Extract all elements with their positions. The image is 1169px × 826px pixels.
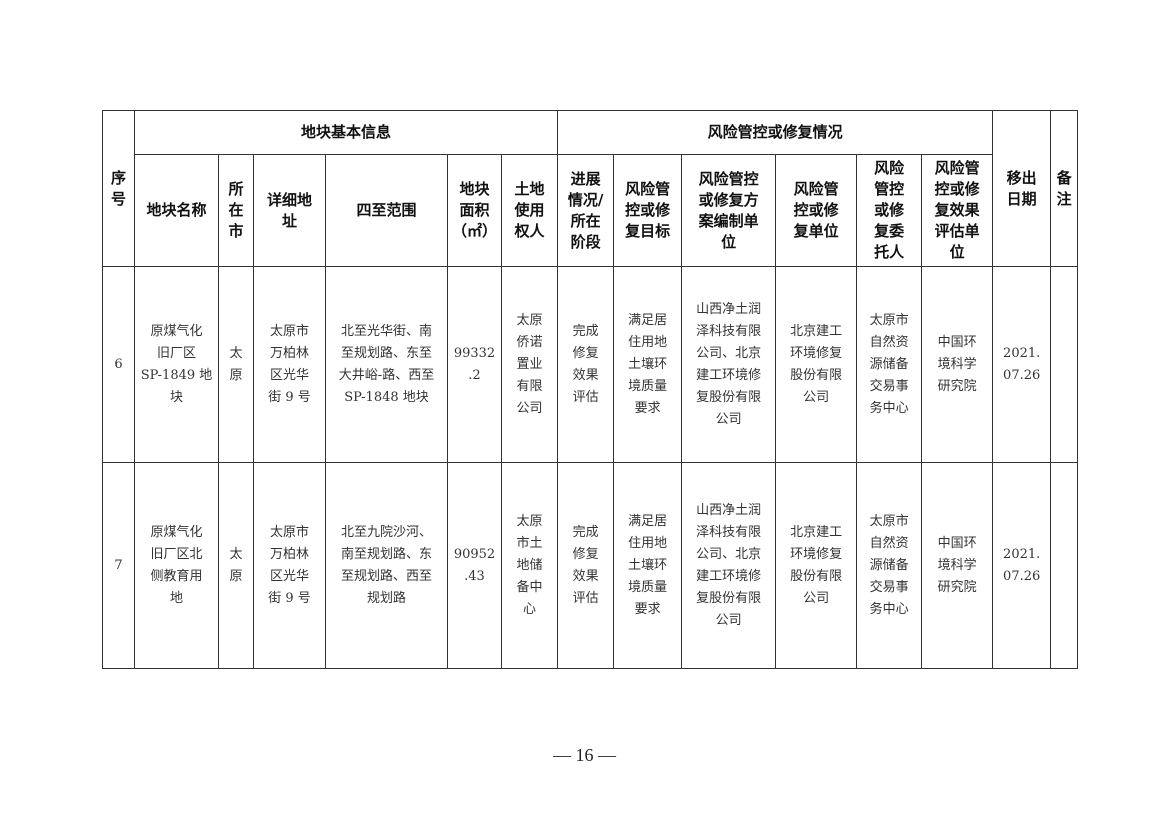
cell-owner: 太原 侨诺 置业 有限 公司	[500, 266, 559, 463]
cell-remarks	[1050, 462, 1079, 669]
cell-target: 满足居 住用地 土壤环 境质量 要求	[613, 462, 683, 669]
cell-client: 太原市 自然资 源储备 交易事 务中心	[856, 266, 923, 463]
cell-owner: 太原 市土 地储 备中 心	[500, 462, 559, 669]
table-row: 7 原煤气化 旧厂区北 侧教育用 地 太 原 太原市 万柏林 区光华 街 9 号…	[102, 462, 1079, 669]
header-progress: 进展 情况/ 所在 阶段	[557, 154, 615, 267]
cell-boundary: 北至光华街、南 至规划路、东至 大井峪-路、西至 SP-1848 地块	[325, 266, 448, 463]
column-header-row: 地块名称 所 在 市 详细地 址 四至范围 地块 面积 （㎡） 土地 使用 权人…	[103, 154, 1078, 267]
header-repair-unit: 风险管 控或修 复单位	[775, 154, 858, 267]
cell-client: 太原市 自然资 源储备 交易事 务中心	[856, 462, 923, 669]
header-plan-unit: 风险管控 或修复方 案编制单 位	[681, 154, 777, 267]
cell-remarks	[1050, 266, 1079, 463]
cell-address: 太原市 万柏林 区光华 街 9 号	[253, 266, 326, 463]
header-boundary: 四至范围	[325, 154, 448, 267]
cell-progress: 完成 修复 效果 评估	[557, 266, 615, 463]
header-remarks: 备 注	[1050, 110, 1079, 267]
cell-name: 原煤气化 旧厂区 SP-1849 地 块	[134, 266, 219, 463]
cell-area: 90952 .43	[447, 462, 502, 669]
cell-target: 满足居 住用地 土壤环 境质量 要求	[613, 266, 683, 463]
cell-seq: 6	[102, 266, 135, 463]
header-eval-unit: 风险管 控或修 复效果 评估单 位	[921, 154, 994, 267]
header-owner: 土地 使用 权人	[500, 154, 559, 267]
cell-progress: 完成 修复 效果 评估	[557, 462, 615, 669]
cell-removal-date: 2021. 07.26	[992, 462, 1052, 669]
contaminated-site-table: 序 号 地块基本信息 风险管控或修复情况 移出 日期 备 注 地块名称 所 在 …	[102, 110, 1079, 669]
cell-seq: 7	[102, 462, 135, 669]
cell-address: 太原市 万柏林 区光华 街 9 号	[253, 462, 326, 669]
cell-eval-unit: 中国环 境科学 研究院	[921, 266, 994, 463]
table-row: 6 原煤气化 旧厂区 SP-1849 地 块 太 原 太原市 万柏林 区光华 街…	[102, 266, 1079, 463]
cell-area: 99332 .2	[447, 266, 502, 463]
header-name: 地块名称	[134, 154, 219, 267]
header-address: 详细地 址	[253, 154, 326, 267]
cell-city: 太 原	[218, 462, 254, 669]
cell-repair-unit: 北京建工 环境修复 股份有限 公司	[775, 462, 858, 669]
header-removal-date: 移出 日期	[992, 110, 1052, 267]
cell-boundary: 北至九院沙河、 南至规划路、东 至规划路、西至 规划路	[325, 462, 448, 669]
header-client: 风险 管控 或修 复委 托人	[856, 154, 923, 267]
header-target: 风险管 控或修 复目标	[613, 154, 683, 267]
cell-name: 原煤气化 旧厂区北 侧教育用 地	[134, 462, 219, 669]
cell-plan-unit: 山西净土润 泽科技有限 公司、北京 建工环境修 复股份有限 公司	[681, 462, 777, 669]
page-number: — 16 —	[553, 745, 616, 765]
cell-repair-unit: 北京建工 环境修复 股份有限 公司	[775, 266, 858, 463]
group-header-row: 序 号 地块基本信息 风险管控或修复情况 移出 日期 备 注	[102, 110, 1079, 267]
header-city: 所 在 市	[218, 154, 254, 267]
header-area: 地块 面积 （㎡）	[447, 154, 502, 267]
header-basic-info: 地块基本信息	[133, 110, 559, 155]
header-remediation: 风险管控或修复情况	[557, 110, 994, 155]
cell-removal-date: 2021. 07.26	[992, 266, 1052, 463]
header-seq: 序 号	[102, 110, 135, 267]
cell-plan-unit: 山西净土润 泽科技有限 公司、北京 建工环境修 复股份有限 公司	[681, 266, 777, 463]
cell-eval-unit: 中国环 境科学 研究院	[921, 462, 994, 669]
cell-city: 太 原	[218, 266, 254, 463]
